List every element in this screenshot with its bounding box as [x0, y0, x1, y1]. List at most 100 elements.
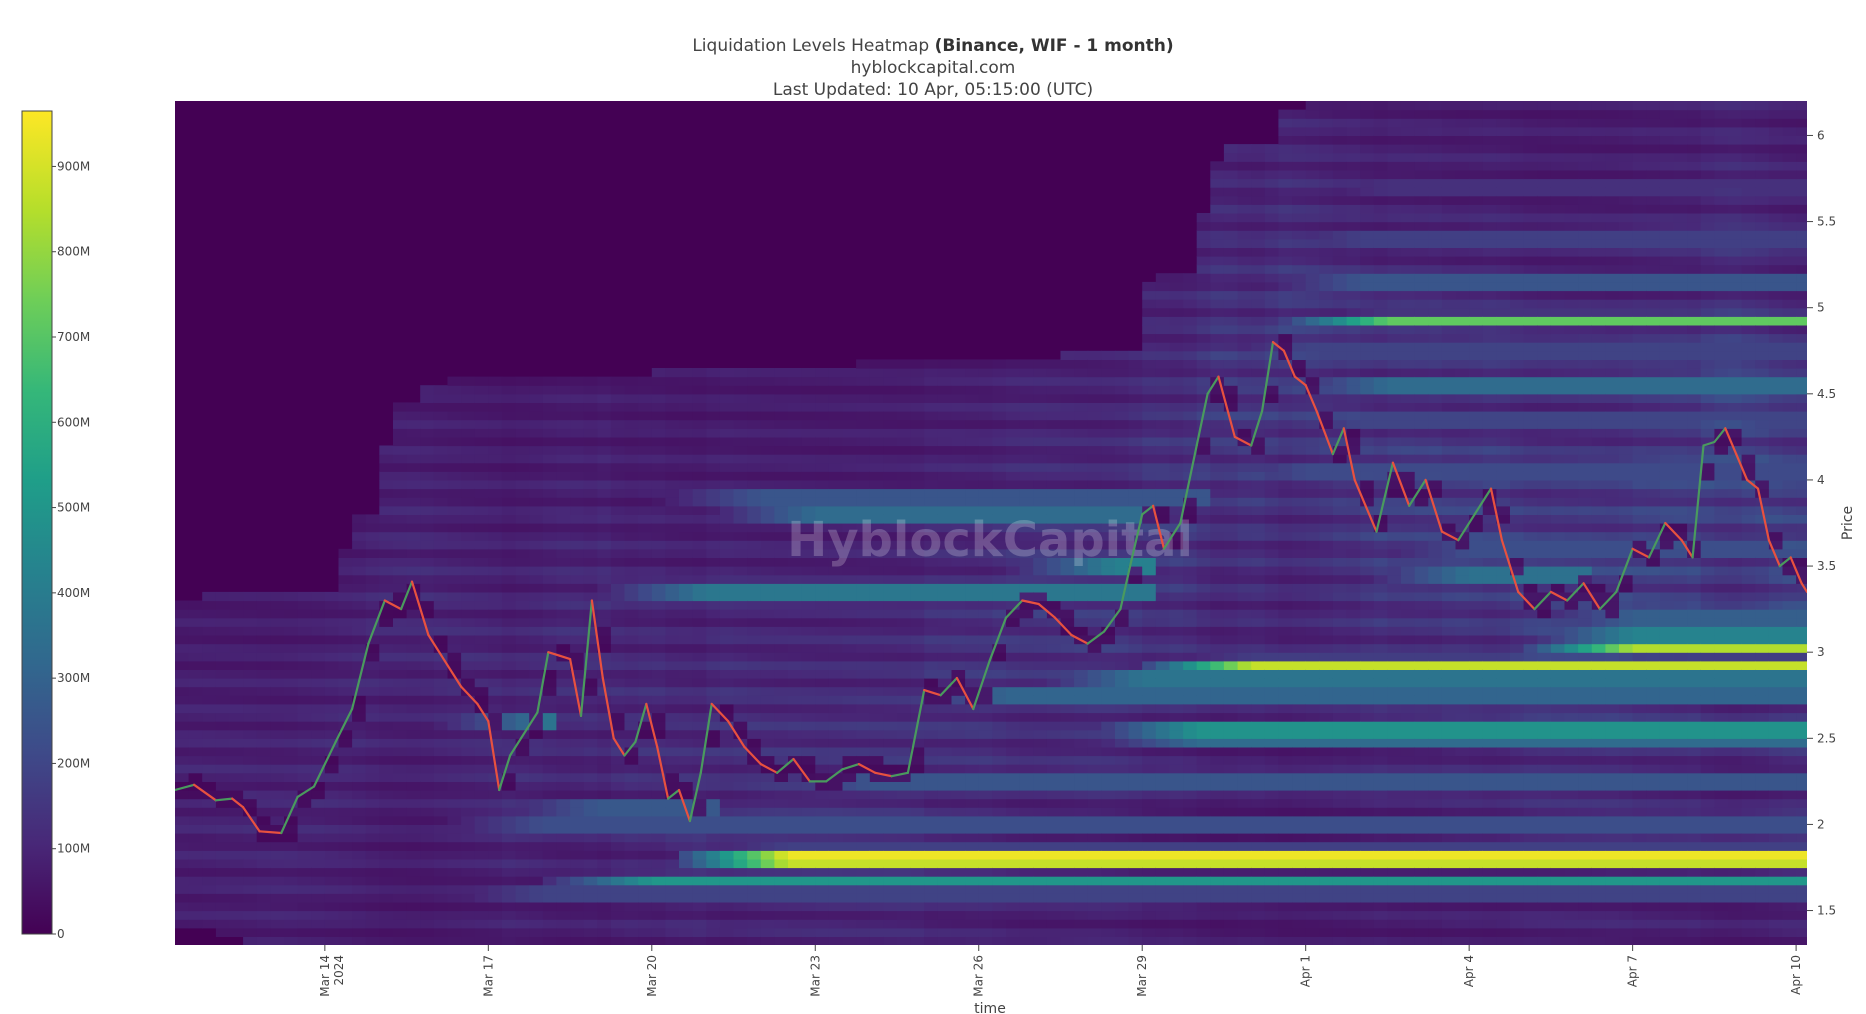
heatmap-cell	[679, 833, 694, 843]
heatmap-cell	[1087, 600, 1102, 610]
heatmap-cell	[1074, 368, 1089, 378]
heatmap-cell	[420, 566, 435, 576]
heatmap-cell	[828, 402, 844, 412]
heatmap-cell	[1169, 884, 1184, 894]
heatmap-cell	[488, 445, 503, 455]
heatmap-cell	[433, 876, 448, 886]
heatmap-cell	[1060, 635, 1075, 645]
heatmap-cell	[965, 445, 980, 455]
heatmap-cell	[965, 402, 980, 412]
heatmap-cell	[760, 790, 775, 800]
heatmap-cell	[924, 566, 939, 576]
heatmap-cell	[951, 488, 966, 498]
heatmap-cell	[897, 454, 912, 464]
heatmap-cell	[515, 445, 530, 455]
heatmap-cell	[1046, 488, 1062, 498]
heatmap-cell	[869, 574, 884, 584]
heatmap-cell	[175, 764, 190, 774]
heatmap-cell	[706, 566, 721, 576]
heatmap-cell	[311, 738, 326, 748]
heatmap-cell	[1019, 910, 1034, 920]
heatmap-cell	[842, 669, 857, 679]
heatmap-cell	[1210, 350, 1225, 360]
heatmap-cell	[202, 729, 217, 739]
heatmap-cell	[488, 721, 503, 731]
heatmap-cell	[1196, 790, 1211, 800]
heatmap-cell	[1183, 867, 1198, 877]
heatmap-cell	[501, 626, 517, 636]
heatmap-cell	[570, 807, 585, 817]
heatmap-cell	[842, 910, 857, 920]
heatmap-cell	[420, 876, 435, 886]
heatmap-cell	[883, 359, 898, 369]
heatmap-cell	[1169, 273, 1184, 283]
heatmap-cell	[570, 669, 585, 679]
heatmap-cell	[529, 721, 544, 731]
heatmap-cell	[992, 815, 1007, 825]
heatmap-cell	[760, 772, 775, 782]
heatmap-cell	[1223, 402, 1239, 412]
heatmap-cell	[638, 574, 653, 584]
heatmap-cell	[679, 514, 694, 524]
heatmap-cell	[978, 385, 993, 395]
heatmap-cell	[433, 755, 448, 765]
heatmap-cell	[379, 695, 394, 705]
heatmap-cell	[910, 669, 925, 679]
heatmap-cell	[1074, 505, 1089, 515]
heatmap-cell	[869, 764, 884, 774]
heatmap-cell	[488, 660, 503, 670]
heatmap-cell	[747, 471, 762, 481]
heatmap-cell	[406, 721, 421, 731]
heatmap-cell	[1223, 213, 1239, 223]
heatmap-cell	[352, 695, 367, 705]
heatmap-cell	[978, 514, 993, 524]
heatmap-cell	[474, 557, 489, 567]
heatmap-cell	[1155, 901, 1170, 912]
heatmap-cell	[1128, 867, 1143, 877]
heatmap-cell	[474, 910, 489, 920]
heatmap-cell	[624, 755, 639, 765]
heatmap-cell	[1169, 910, 1184, 920]
heatmap-cell	[883, 884, 898, 894]
heatmap-cell	[1155, 350, 1170, 360]
heatmap-cell	[420, 884, 435, 894]
heatmap-cell	[297, 815, 312, 825]
heatmap-cell	[1155, 712, 1170, 722]
heatmap-cell	[529, 755, 544, 765]
heatmap-cell	[638, 609, 653, 619]
heatmap-cell	[365, 841, 380, 851]
heatmap-cell	[1155, 643, 1170, 653]
heatmap-cell	[1169, 368, 1184, 378]
heatmap-cell	[679, 454, 694, 464]
heatmap-cell	[229, 781, 244, 791]
heatmap-cell	[297, 746, 312, 757]
heatmap-cell	[1210, 376, 1225, 386]
heatmap-cell	[760, 738, 775, 748]
heatmap-cell	[1074, 376, 1089, 386]
heatmap-cell	[978, 910, 993, 920]
heatmap-cell	[570, 505, 585, 515]
heatmap-cell	[651, 893, 666, 903]
heatmap-cell	[570, 609, 585, 619]
heatmap-cell	[256, 678, 271, 688]
heatmap-cell	[570, 652, 585, 662]
heatmap-cell	[774, 454, 789, 464]
heatmap-cell	[583, 497, 598, 507]
heatmap-cell	[992, 867, 1007, 877]
heatmap-cell	[570, 936, 585, 945]
heatmap-cell	[202, 617, 217, 627]
heatmap-cell	[733, 583, 748, 593]
heatmap-cell	[215, 652, 231, 662]
heatmap-cell	[1223, 815, 1239, 825]
heatmap-cell	[801, 548, 816, 558]
heatmap-cell	[992, 807, 1007, 817]
heatmap-cell	[992, 721, 1007, 731]
heatmap-cell	[719, 919, 735, 929]
heatmap-cell	[1169, 462, 1184, 472]
heatmap-cell	[828, 703, 844, 714]
heatmap-cell	[542, 703, 557, 714]
heatmap-cell	[461, 497, 476, 507]
heatmap-cell	[570, 746, 585, 757]
heatmap-cell	[1142, 479, 1157, 490]
heatmap-cell	[324, 635, 339, 645]
